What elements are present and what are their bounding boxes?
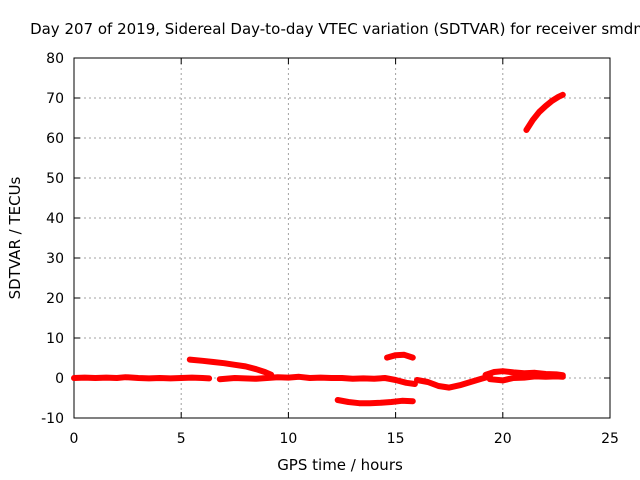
plot-frame bbox=[73, 57, 611, 419]
x-tick-label: 5 bbox=[177, 431, 186, 447]
y-tick-label: 50 bbox=[46, 171, 64, 187]
x-tick-label: 20 bbox=[494, 431, 512, 447]
data-series bbox=[71, 91, 566, 407]
y-axis-label: SDTVAR / TECUs bbox=[6, 176, 24, 299]
y-tick-label: 60 bbox=[46, 131, 64, 147]
series-arc-3 bbox=[216, 373, 418, 387]
series-arc-4 bbox=[334, 397, 416, 407]
chart-title: Day 207 of 2019, Sidereal Day-to-day VTE… bbox=[30, 20, 640, 38]
y-tick-label: 70 bbox=[46, 91, 64, 107]
series-arc-6 bbox=[414, 373, 493, 391]
y-tick-label: 80 bbox=[46, 51, 64, 67]
y-tick-label: 40 bbox=[46, 211, 64, 227]
axis-ticks: 0 5 10 15 20 25 -10 0 10 20 30 40 50 60 70 80 bbox=[41, 51, 619, 447]
y-tick-label: 10 bbox=[46, 331, 64, 347]
x-tick-label: 25 bbox=[601, 431, 619, 447]
y-tick-label: 20 bbox=[46, 291, 64, 307]
y-tick-label: -10 bbox=[41, 411, 64, 427]
series-arc-8 bbox=[486, 373, 566, 384]
series-arc-2 bbox=[186, 356, 275, 378]
x-tick-label: 15 bbox=[387, 431, 405, 447]
series-arc-9 bbox=[523, 91, 566, 133]
gridlines bbox=[74, 58, 610, 418]
x-tick-label: 10 bbox=[279, 431, 297, 447]
series-arc-5 bbox=[384, 351, 416, 361]
x-tick-label: 0 bbox=[70, 431, 79, 447]
y-tick-label: 30 bbox=[46, 251, 64, 267]
series-arc-1 bbox=[71, 374, 213, 382]
x-axis-label: GPS time / hours bbox=[277, 456, 403, 474]
y-tick-label: 0 bbox=[55, 371, 64, 387]
